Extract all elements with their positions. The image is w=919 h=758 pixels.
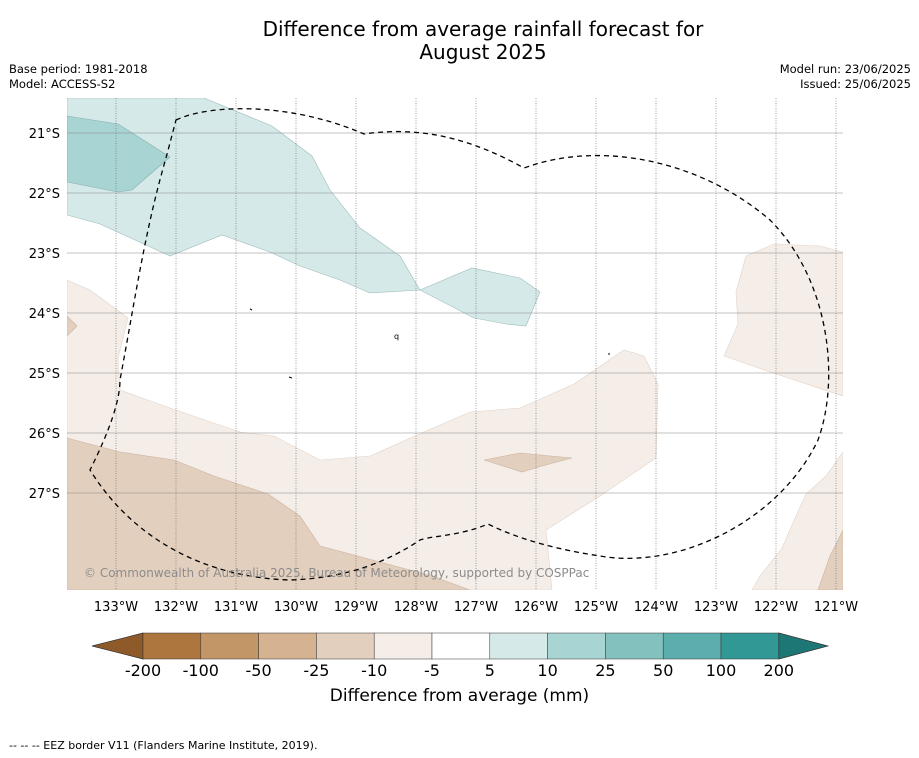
base-period: Base period: 1981-2018 [9, 62, 148, 76]
colorbar-tick-label: -100 [183, 661, 219, 680]
lat-label: 24°S [29, 307, 60, 322]
lon-label: 129°W [334, 600, 378, 615]
islands [249, 308, 610, 379]
colorbar-segment [662, 632, 722, 660]
lon-label: 124°W [634, 600, 678, 615]
lon-label: 131°W [214, 600, 258, 615]
colorbar-segment [547, 632, 606, 660]
model-run: Model run: 23/06/2025 [779, 62, 911, 76]
lat-label: 26°S [29, 427, 60, 442]
colorbar-tick-label: 50 [653, 661, 673, 680]
colorbar-tick-label: 25 [595, 661, 615, 680]
meta-left: Base period: 1981-2018 Model: ACCESS-S2 [9, 62, 148, 92]
lat-label: 23°S [29, 247, 60, 262]
page-title: Difference from average rainfall forecas… [0, 18, 919, 64]
model-name: Model: ACCESS-S2 [9, 77, 116, 91]
colorbar-tick-label: 10 [537, 661, 557, 680]
lat-label: 27°S [29, 487, 60, 502]
colorbar-segment [258, 632, 317, 660]
title-line-2: August 2025 [419, 40, 547, 64]
colorbar-label: Difference from average (mm) [329, 686, 590, 706]
lon-label: 122°W [754, 600, 798, 615]
lon-label: 128°W [394, 600, 438, 615]
colorbar-tick-label: -10 [361, 661, 387, 680]
drier-region-southwest [67, 437, 471, 590]
longitude-labels: 133°W 132°W 131°W 130°W 129°W 128°W 127°… [94, 600, 858, 615]
lon-label: 126°W [514, 600, 558, 615]
eez-legend-note: -- -- -- EEZ border V11 (Flanders Marine… [9, 739, 318, 752]
colorbar-segment [431, 632, 491, 660]
lon-label: 121°W [814, 600, 858, 615]
islet-label: q [394, 332, 399, 341]
colorbar-segment [489, 632, 548, 660]
colorbar-tick-label: -200 [125, 661, 161, 680]
lon-label: 125°W [574, 600, 618, 615]
colorbar-segment [373, 632, 433, 660]
meta-right: Model run: 23/06/2025 Issued: 25/06/2025 [780, 62, 911, 92]
drier-patch-west-edge [67, 315, 78, 337]
lon-label: 132°W [154, 600, 198, 615]
parallel-gridlines [67, 132, 843, 494]
colorbar-tick-label: -5 [424, 661, 440, 680]
title-line-1: Difference from average rainfall forecas… [262, 17, 704, 41]
colorbar-tick-label: 5 [485, 661, 495, 680]
colorbar-segment [720, 632, 780, 660]
colorbar-tick-label: -25 [303, 661, 329, 680]
lon-label: 130°W [274, 600, 318, 615]
wetter-region-5-10 [67, 98, 541, 327]
lon-label: 127°W [454, 600, 498, 615]
copyright-text: © Commonwealth of Australia 2025, Bureau… [84, 566, 589, 580]
colorbar-segment [142, 632, 202, 660]
meridian-gridlines [115, 98, 837, 590]
lat-label: 21°S [29, 127, 60, 142]
eez-border [89, 108, 830, 581]
lat-label: 22°S [29, 187, 60, 202]
drier-region-southeast [751, 451, 843, 590]
colorbar: -200 -100 -50 -25 -10 -5 5 10 25 50 100 200 [91, 632, 830, 680]
lon-label: 133°W [94, 600, 138, 615]
drier-patch-southeast [817, 529, 843, 590]
colorbar-tick-label: 200 [764, 661, 795, 680]
colorbar-extend-low [91, 632, 144, 660]
colorbar-tick-label: -50 [246, 661, 272, 680]
colorbar-tick-label: 100 [706, 661, 737, 680]
colorbar-segment [605, 632, 664, 660]
wetter-region-10-25 [67, 115, 171, 193]
map-plot-area: q © Commonwealth of Australia 2025, Bure… [67, 98, 843, 590]
drier-patch-center [483, 452, 573, 473]
colorbar-extend-high [778, 632, 830, 660]
latitude-labels: 21°S 22°S 23°S 24°S 25°S 26°S 27°S [29, 127, 60, 502]
lat-label: 25°S [29, 367, 60, 382]
lon-label: 123°W [694, 600, 738, 615]
issued-date: Issued: 25/06/2025 [800, 77, 911, 91]
colorbar-segment [316, 632, 375, 660]
colorbar-segment [200, 632, 259, 660]
drier-region-east [723, 243, 843, 397]
